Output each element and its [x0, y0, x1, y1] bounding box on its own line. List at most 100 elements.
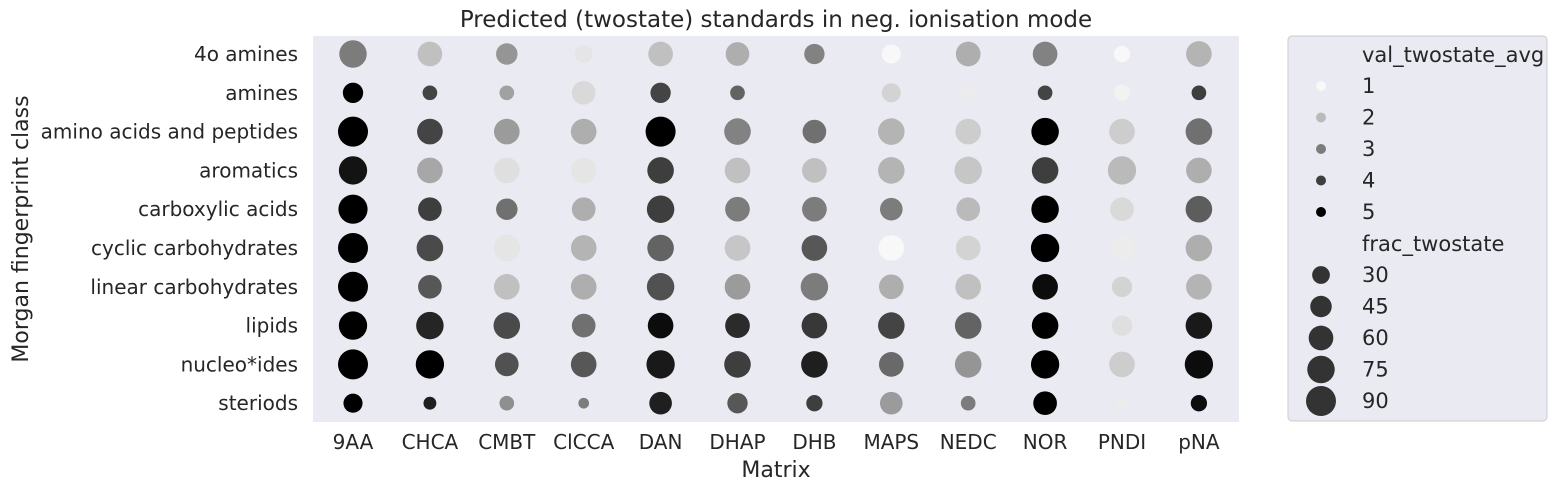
data-point — [881, 83, 901, 103]
data-point — [343, 393, 363, 413]
x-tick-label: DHAP — [709, 430, 765, 454]
data-point — [570, 351, 597, 378]
data-point — [1033, 391, 1057, 416]
data-point — [647, 312, 674, 339]
data-point — [881, 44, 901, 64]
data-point — [1037, 85, 1053, 101]
data-point — [418, 197, 442, 222]
data-point — [724, 351, 751, 378]
data-point — [802, 158, 827, 183]
data-point — [955, 41, 981, 67]
data-point — [727, 393, 748, 414]
data-point — [1185, 118, 1213, 145]
data-point — [801, 312, 828, 339]
data-point — [954, 351, 982, 378]
y-tick-labels: 4o amines amines amino acids and peptides a… — [41, 42, 298, 415]
legend-color-label: 4 — [1362, 169, 1375, 193]
y-tick-label: aromatics — [199, 158, 298, 182]
data-point — [416, 311, 444, 340]
data-point — [499, 395, 515, 411]
data-point — [418, 274, 442, 299]
data-point — [578, 397, 590, 409]
data-point — [1185, 312, 1213, 339]
legend-size-swatch — [1307, 355, 1335, 384]
data-point — [801, 235, 828, 261]
data-point — [802, 119, 827, 144]
data-point — [725, 42, 750, 66]
x-tick-label: PNDI — [1098, 430, 1146, 454]
legend-color-swatch — [1316, 175, 1326, 186]
data-point — [570, 235, 597, 261]
data-point — [878, 118, 905, 145]
data-point — [954, 156, 982, 185]
y-tick-label: amino acids and peptides — [41, 120, 298, 144]
data-point — [1185, 195, 1213, 223]
data-point — [1107, 156, 1137, 185]
x-tick-label: DHB — [792, 430, 836, 454]
data-point — [1184, 350, 1214, 379]
data-point — [338, 349, 368, 380]
y-tick-label: steriods — [218, 391, 298, 415]
legend-size-title: frac_twostate — [1362, 232, 1504, 257]
legend-color-label: 5 — [1362, 200, 1375, 224]
data-point — [878, 235, 905, 261]
chart-title: Predicted (twostate) standards in neg. i… — [460, 7, 1092, 33]
legend-color-label: 2 — [1362, 106, 1375, 130]
y-tick-label: nucleo*ides — [181, 352, 298, 376]
legend-color-label: 3 — [1362, 137, 1375, 161]
x-tick-labels: 9AA CHCA CMBT ClCCA DAN DHAP DHB MAPS NEDC NOR PND… — [333, 430, 1220, 454]
data-point — [956, 197, 981, 222]
data-point — [1030, 233, 1060, 263]
data-point — [646, 273, 675, 301]
data-point — [1115, 396, 1129, 410]
data-point — [645, 116, 676, 147]
data-point — [1111, 276, 1133, 297]
data-point — [1110, 197, 1134, 222]
x-tick-label: CMBT — [478, 430, 536, 454]
data-point — [338, 194, 368, 224]
y-tick-label: carboxylic acids — [138, 197, 298, 221]
legend-color-label: 1 — [1362, 74, 1375, 98]
legend-box — [1287, 35, 1548, 422]
data-point — [960, 84, 977, 101]
x-tick-label: pNA — [1178, 430, 1220, 454]
data-point — [570, 273, 597, 300]
data-point — [338, 311, 368, 340]
x-tick-label: NOR — [1023, 430, 1068, 454]
data-point — [725, 196, 750, 222]
data-point — [955, 118, 982, 145]
data-point — [415, 350, 445, 379]
x-axis-label: Matrix — [741, 458, 810, 483]
data-point — [571, 313, 596, 338]
x-tick-label: CHCA — [402, 430, 459, 454]
data-point — [1186, 157, 1212, 184]
data-point — [725, 313, 750, 338]
y-tick-label: amines — [225, 81, 298, 105]
data-point — [646, 195, 675, 223]
data-point — [960, 395, 976, 411]
data-point — [879, 391, 903, 415]
data-point — [724, 273, 751, 300]
data-point — [574, 45, 593, 63]
data-point — [647, 157, 674, 184]
y-tick-label: 4o amines — [194, 42, 298, 66]
data-point — [496, 198, 518, 220]
legend-size-items: 30 45 60 75 90 — [1306, 263, 1389, 416]
data-point — [1109, 351, 1135, 378]
data-point — [724, 157, 751, 184]
legend-size-label: 75 — [1362, 358, 1389, 382]
data-point — [649, 391, 672, 415]
data-point — [1190, 395, 1208, 412]
data-point — [493, 312, 521, 339]
data-point — [338, 233, 368, 263]
legend-size-label: 30 — [1362, 263, 1389, 287]
data-point — [1031, 312, 1059, 339]
data-point — [571, 80, 596, 105]
data-point — [730, 85, 745, 101]
data-point — [493, 157, 520, 184]
data-point — [1113, 84, 1131, 101]
data-point — [342, 82, 364, 103]
